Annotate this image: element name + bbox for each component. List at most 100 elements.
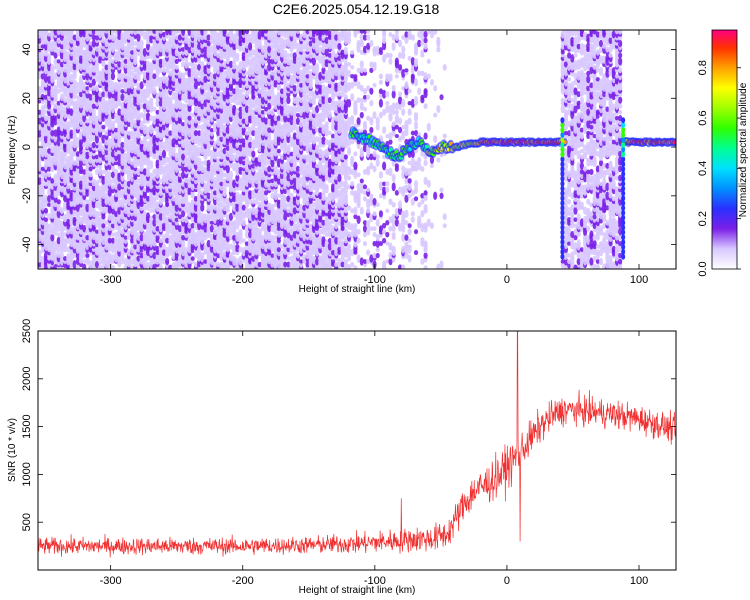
spectrogram-cell xyxy=(50,40,55,47)
spectrogram-cell xyxy=(75,81,80,89)
spectrogram-cell xyxy=(56,137,61,147)
spectrogram-cell xyxy=(50,87,55,96)
spectrogram-cell xyxy=(149,160,154,166)
spectrogram-cell xyxy=(53,129,58,137)
spectrogram-cell xyxy=(264,196,269,202)
spectrogram-cell xyxy=(75,136,80,142)
spectrogram-cell xyxy=(47,187,52,193)
spectrogram-cell xyxy=(53,173,58,183)
spectrogram-cell xyxy=(63,36,68,44)
spectrogram-cell xyxy=(66,246,71,253)
spectrogram-cell xyxy=(50,191,55,201)
spectrogram-cell xyxy=(56,180,61,187)
spectrogram-cell xyxy=(59,251,64,260)
spectrogram-cell xyxy=(251,150,256,158)
spectrogram-cell xyxy=(63,68,68,73)
spectrogram-cell xyxy=(56,245,61,254)
spectrogram-cell xyxy=(78,36,84,45)
spectrogram-cell xyxy=(174,64,179,70)
spectrogram-cell xyxy=(72,225,77,232)
spectrogram-cell xyxy=(50,64,55,71)
spectrogram-cell xyxy=(40,195,45,203)
spectrogram-cell xyxy=(78,180,84,188)
spectrogram-cell xyxy=(69,189,74,196)
spectrogram-cell xyxy=(75,177,80,185)
spectrogram-cell xyxy=(43,134,49,144)
spectrogram-cell xyxy=(75,151,80,157)
spectrogram-cell xyxy=(75,203,80,212)
spectrogram-cell xyxy=(40,78,45,87)
spectrogram-cell xyxy=(78,43,84,50)
spectrogram-cell xyxy=(38,109,42,115)
spectrogram-cell xyxy=(63,201,68,209)
spectrogram-cell xyxy=(78,207,84,214)
spectrogram-cell xyxy=(78,84,84,93)
spectrogram-cell xyxy=(56,48,61,57)
spectrogram-cell xyxy=(63,213,68,220)
spectrogram-cell xyxy=(53,72,58,81)
spectrogram-cell xyxy=(40,93,45,101)
spectrogram-cell xyxy=(47,202,52,207)
spectrogram-cell xyxy=(72,110,77,120)
spectrogram-cell xyxy=(152,87,157,95)
spectrogram-cell xyxy=(50,156,55,164)
spectrogram-cell xyxy=(72,45,77,53)
spectrogram-cell xyxy=(56,253,61,258)
spectrogram-cell xyxy=(40,30,45,36)
spectrogram-cell xyxy=(43,194,49,204)
spectrogram-cell xyxy=(59,207,64,215)
spectrogram-cell xyxy=(43,54,49,63)
spectrogram-cell xyxy=(38,145,42,151)
spectrogram-cell xyxy=(63,256,68,261)
spectrogram-cell xyxy=(72,100,77,106)
spectrogram-cell xyxy=(69,73,74,79)
spectrogram-cell xyxy=(78,30,84,36)
spectrogram-cell xyxy=(56,225,61,232)
spectrogram-cell xyxy=(63,237,68,244)
spectrogram-cell xyxy=(56,218,61,227)
spectrogram-cell xyxy=(88,172,93,178)
spectrogram-cell xyxy=(53,227,58,236)
spectrogram-cell xyxy=(40,104,45,114)
spectrogram-cell xyxy=(43,251,49,260)
spectrogram-cell xyxy=(43,42,49,51)
spectrogram-cell xyxy=(40,72,45,80)
spectrogram-cell xyxy=(59,164,64,174)
spectrogram-cell xyxy=(72,174,77,181)
spectrogram-cell xyxy=(38,254,42,263)
spectrogram-cell xyxy=(72,79,77,86)
spectrogram-cell xyxy=(78,165,84,173)
spectrogram-cell xyxy=(53,218,58,227)
spectrogram-cell xyxy=(43,36,49,45)
spectrogram-cell xyxy=(43,102,49,110)
spectrogram-cell xyxy=(47,158,52,168)
spectrogram-cell xyxy=(56,30,61,36)
spectrogram-cell xyxy=(53,52,58,59)
spectrogram-cell xyxy=(47,53,52,58)
spectrogram-cell xyxy=(43,147,49,155)
spectrogram-cell xyxy=(248,42,253,51)
spectrogram-cell xyxy=(47,74,52,84)
spectrogram-cell xyxy=(235,52,240,59)
spectrogram-cell xyxy=(47,32,52,37)
spectrogram-cell xyxy=(69,30,74,36)
spectrogram-cell xyxy=(40,166,45,172)
spectrogram-cell xyxy=(66,218,71,227)
spectrogram-cell xyxy=(47,194,52,203)
spectrogram-cell xyxy=(56,65,61,75)
spectrogram-cell xyxy=(47,166,52,172)
spectrogram-cell xyxy=(50,233,55,242)
spectrogram-cell xyxy=(38,73,42,80)
spectrogram-cell xyxy=(78,138,84,146)
spectrogram-cell xyxy=(56,232,61,237)
spectrogram-cell xyxy=(78,91,84,98)
spectrogram-cell xyxy=(75,58,80,64)
spectrogram-cell xyxy=(241,238,246,244)
spectrogram-cell xyxy=(149,97,154,104)
spectrogram-cell xyxy=(50,151,55,157)
spectrogram-cell xyxy=(53,135,58,143)
spectrogram-cell xyxy=(50,108,55,116)
spectrogram-cell xyxy=(38,176,42,185)
